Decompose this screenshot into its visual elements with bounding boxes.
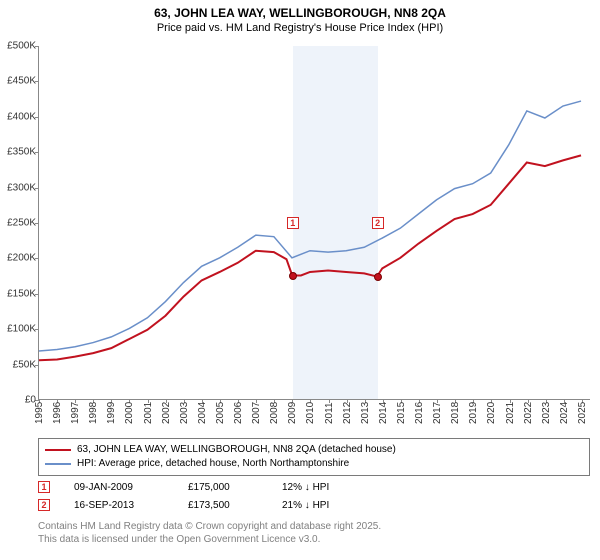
xlabel: 2004	[197, 402, 208, 424]
chart-lines	[39, 46, 590, 399]
xlabel: 2013	[360, 402, 371, 424]
marker-box-2-icon: 2	[38, 499, 50, 511]
hpi-line	[39, 101, 581, 351]
legend-label-property: 63, JOHN LEA WAY, WELLINGBOROUGH, NN8 2Q…	[77, 443, 396, 457]
ylabel: £500K	[0, 41, 36, 52]
xlabel: 1996	[52, 402, 63, 424]
xlabel: 2022	[523, 402, 534, 424]
legend-label-hpi: HPI: Average price, detached house, Nort…	[77, 457, 349, 471]
annotation-date-1: 09-JAN-2009	[74, 482, 164, 493]
xlabel: 2017	[432, 402, 443, 424]
ylabel: £400K	[0, 111, 36, 122]
chart-container: 63, JOHN LEA WAY, WELLINGBOROUGH, NN8 2Q…	[0, 0, 600, 560]
ylabel: £150K	[0, 288, 36, 299]
xlabel: 2000	[124, 402, 135, 424]
xlabel: 1999	[106, 402, 117, 424]
legend-swatch-property	[45, 449, 71, 451]
annotation-table: 1 09-JAN-2009 £175,000 12% ↓ HPI 2 16-SE…	[38, 478, 590, 514]
xlabel: 2007	[251, 402, 262, 424]
xlabel: 2012	[342, 402, 353, 424]
footer: Contains HM Land Registry data © Crown c…	[38, 520, 590, 546]
marker-dot	[374, 273, 382, 281]
chart-subtitle: Price paid vs. HM Land Registry's House …	[0, 20, 600, 38]
annotation-price-2: £173,500	[188, 500, 258, 511]
xlabel: 2002	[161, 402, 172, 424]
marker-box: 1	[287, 217, 299, 229]
ylabel: £0	[0, 395, 36, 406]
annotation-delta-2: 21% ↓ HPI	[282, 500, 362, 511]
ylabel: £450K	[0, 76, 36, 87]
legend: 63, JOHN LEA WAY, WELLINGBOROUGH, NN8 2Q…	[38, 438, 590, 476]
xlabel: 2020	[486, 402, 497, 424]
ylabel: £300K	[0, 182, 36, 193]
property-line	[39, 155, 581, 360]
annotation-price-1: £175,000	[188, 482, 258, 493]
marker-dot	[289, 272, 297, 280]
annotation-row-1: 1 09-JAN-2009 £175,000 12% ↓ HPI	[38, 478, 590, 496]
footer-line-2: This data is licensed under the Open Gov…	[38, 533, 590, 546]
ylabel: £50K	[0, 359, 36, 370]
xlabel: 2019	[468, 402, 479, 424]
xlabel: 1997	[70, 402, 81, 424]
legend-row-property: 63, JOHN LEA WAY, WELLINGBOROUGH, NN8 2Q…	[45, 443, 583, 457]
ylabel: £250K	[0, 218, 36, 229]
footer-line-1: Contains HM Land Registry data © Crown c…	[38, 520, 590, 533]
ylabel: £200K	[0, 253, 36, 264]
annotation-date-2: 16-SEP-2013	[74, 500, 164, 511]
xlabel: 2025	[577, 402, 588, 424]
xlabel: 2005	[215, 402, 226, 424]
legend-swatch-hpi	[45, 463, 71, 465]
ylabel: £350K	[0, 147, 36, 158]
xlabel: 2006	[233, 402, 244, 424]
marker-box: 2	[372, 217, 384, 229]
plot-area: 12	[38, 46, 590, 400]
xlabel: 2003	[179, 402, 190, 424]
xlabel: 2010	[305, 402, 316, 424]
xlabel: 2023	[541, 402, 552, 424]
annotation-row-2: 2 16-SEP-2013 £173,500 21% ↓ HPI	[38, 496, 590, 514]
xlabel: 2011	[324, 402, 335, 424]
xlabel: 2009	[287, 402, 298, 424]
xlabel: 2008	[269, 402, 280, 424]
xlabel: 2001	[143, 402, 154, 424]
xlabel: 1995	[34, 402, 45, 424]
xlabel: 2021	[505, 402, 516, 424]
annotation-delta-1: 12% ↓ HPI	[282, 482, 362, 493]
xlabel: 2024	[559, 402, 570, 424]
chart-title: 63, JOHN LEA WAY, WELLINGBOROUGH, NN8 2Q…	[0, 0, 600, 20]
legend-row-hpi: HPI: Average price, detached house, Nort…	[45, 457, 583, 471]
xlabel: 1998	[88, 402, 99, 424]
xlabel: 2016	[414, 402, 425, 424]
ylabel: £100K	[0, 324, 36, 335]
xlabel: 2018	[450, 402, 461, 424]
marker-box-1-icon: 1	[38, 481, 50, 493]
xlabel: 2014	[378, 402, 389, 424]
xlabel: 2015	[396, 402, 407, 424]
